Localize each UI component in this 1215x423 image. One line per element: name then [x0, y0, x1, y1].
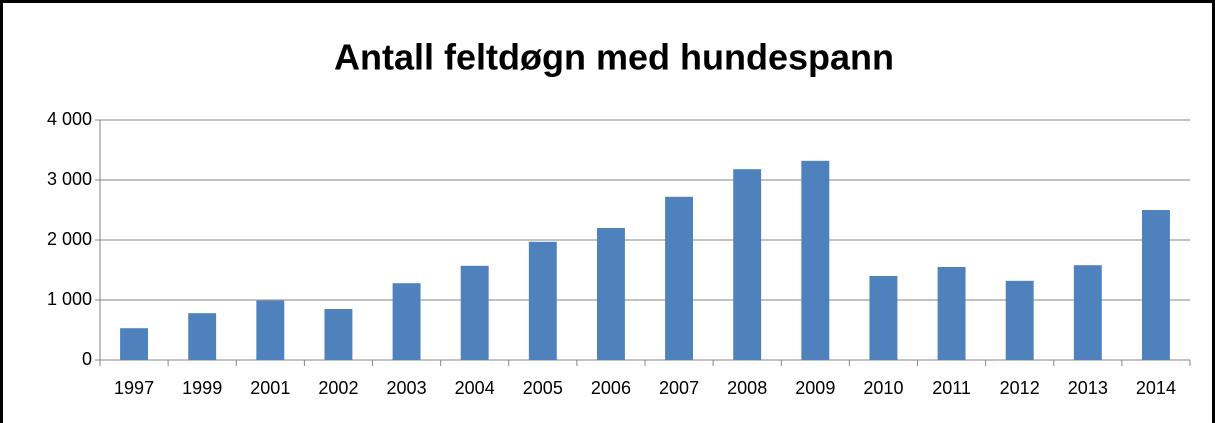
x-tick-label: 1999	[182, 378, 222, 398]
x-tick-label: 2009	[795, 378, 835, 398]
bar	[528, 241, 557, 360]
bar	[1073, 265, 1102, 360]
chart-title: Antall feltdøgn med hundespann	[334, 37, 894, 78]
x-tick-label: 2007	[659, 378, 699, 398]
bar	[801, 160, 830, 360]
x-tick-label: 2005	[523, 378, 563, 398]
bar	[188, 313, 217, 360]
bar	[120, 328, 149, 360]
x-tick-label: 2010	[863, 378, 903, 398]
bar	[392, 283, 421, 360]
x-tick-label: 2002	[318, 378, 358, 398]
y-tick-label: 3 000	[47, 169, 92, 189]
x-tick-label: 2006	[591, 378, 631, 398]
bar	[733, 169, 762, 360]
bar	[596, 228, 625, 360]
x-tick-label: 1997	[114, 378, 154, 398]
x-tick-label: 2008	[727, 378, 767, 398]
bar	[324, 309, 353, 360]
y-tick-label: 4 000	[47, 109, 92, 129]
x-tick-label: 2012	[1000, 378, 1040, 398]
x-tick-label: 2013	[1068, 378, 1108, 398]
y-tick-label: 2 000	[47, 229, 92, 249]
x-tick-label: 2004	[455, 378, 495, 398]
y-tick-label: 1 000	[47, 289, 92, 309]
bar	[937, 267, 966, 360]
bar	[256, 300, 285, 360]
bar	[869, 276, 898, 360]
bar	[460, 265, 489, 360]
bar	[665, 196, 694, 360]
x-tick-label: 2014	[1136, 378, 1176, 398]
y-tick-label: 0	[82, 349, 92, 369]
x-tick-label: 2003	[387, 378, 427, 398]
x-tick-label: 2001	[250, 378, 290, 398]
bar	[1005, 280, 1034, 360]
x-tick-label: 2011	[932, 378, 971, 398]
bar	[1141, 210, 1170, 360]
